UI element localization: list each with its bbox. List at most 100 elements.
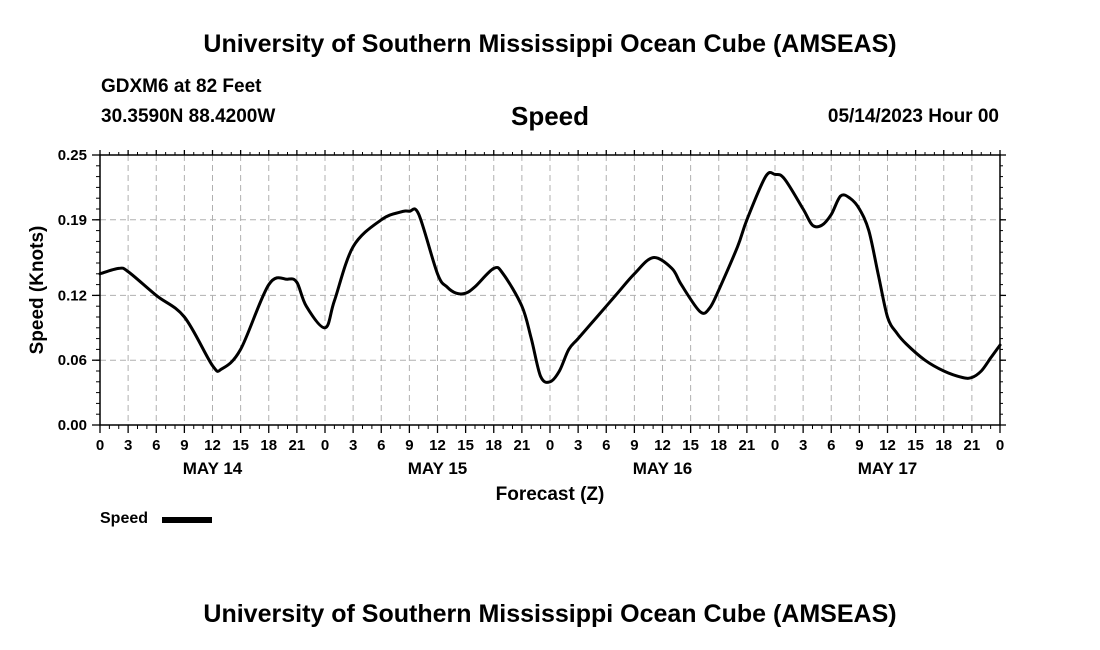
data-point xyxy=(539,375,542,378)
data-point xyxy=(380,218,383,221)
data-point xyxy=(924,359,927,362)
data-point xyxy=(839,195,842,198)
speed-chart: 0.00 0.06 0.12 0.19 0.25 0 3 6 9 12 15 18 21 0 3 6 9 12 1… xyxy=(27,147,1006,505)
data-point xyxy=(305,305,308,308)
data-point xyxy=(445,285,448,288)
y-axis-title: Speed (Knots) xyxy=(27,226,48,355)
x-tick-label: 6 xyxy=(602,437,610,454)
data-point xyxy=(886,316,889,319)
data-point xyxy=(877,272,880,275)
data-point xyxy=(267,283,270,286)
data-point xyxy=(474,285,477,288)
y-tick-label: 0.25 xyxy=(58,147,87,164)
x-tick-label: 0 xyxy=(546,437,554,454)
x-tick-label: 3 xyxy=(574,437,582,454)
x-tick-label: 18 xyxy=(260,437,277,454)
x-tick-label: 15 xyxy=(457,437,474,454)
data-point xyxy=(549,380,552,383)
data-point xyxy=(155,294,158,297)
data-point xyxy=(699,310,702,313)
plot-frame xyxy=(99,154,1001,426)
data-point xyxy=(961,376,964,379)
x-tick-label: 12 xyxy=(654,437,671,454)
data-point xyxy=(436,272,439,275)
day-label: MAY 15 xyxy=(408,459,468,478)
x-tick-label: 0 xyxy=(996,437,1004,454)
data-point xyxy=(745,218,748,221)
y-tick-labels: 0.00 0.06 0.12 0.19 0.25 xyxy=(58,147,87,434)
data-point xyxy=(652,256,655,259)
data-point xyxy=(736,245,739,248)
data-point xyxy=(989,357,992,360)
x-tick-label: 9 xyxy=(630,437,638,454)
data-point xyxy=(567,348,570,351)
x-tick-label: 9 xyxy=(405,437,413,454)
data-point xyxy=(520,305,523,308)
x-tick-label: 21 xyxy=(289,437,306,454)
x-tick-label: 3 xyxy=(349,437,357,454)
data-point xyxy=(286,278,289,281)
data-point xyxy=(352,245,355,248)
x-axis-title: Forecast (Z) xyxy=(496,484,605,505)
x-tick-label: 21 xyxy=(964,437,981,454)
day-label: MAY 16 xyxy=(633,459,693,478)
data-point xyxy=(717,289,720,292)
data-point xyxy=(295,281,298,284)
x-tick-label: 12 xyxy=(879,437,896,454)
forecast-datetime: 05/14/2023 Hour 00 xyxy=(827,106,999,127)
data-point xyxy=(811,224,814,227)
x-tick-label: 15 xyxy=(232,437,249,454)
day-label: MAY 17 xyxy=(858,459,918,478)
data-point xyxy=(867,229,870,232)
x-tick-label: 18 xyxy=(485,437,502,454)
data-point xyxy=(980,370,983,373)
day-labels: MAY 14 MAY 15 MAY 16 MAY 17 xyxy=(183,459,918,478)
data-point xyxy=(99,272,102,275)
x-tick-labels: 0 3 6 9 12 15 18 21 0 3 6 9 12 15 18 21 0 3 6 9 12 15 18 21 0 3 6 9… xyxy=(96,437,1004,454)
data-point xyxy=(970,376,973,379)
data-point xyxy=(399,211,402,214)
y-tick-label: 0.00 xyxy=(58,417,87,434)
x-tick-label: 12 xyxy=(204,437,221,454)
data-point xyxy=(595,316,598,319)
data-point xyxy=(764,175,767,178)
data-point xyxy=(999,344,1002,347)
data-point xyxy=(820,224,823,227)
data-point xyxy=(417,213,420,216)
data-point xyxy=(802,208,805,211)
data-point xyxy=(849,197,852,200)
data-point xyxy=(614,294,617,297)
data-point xyxy=(774,173,777,176)
x-tick-label: 0 xyxy=(771,437,779,454)
x-tick-label: 6 xyxy=(377,437,385,454)
main-title: University of Southern Mississippi Ocean… xyxy=(203,30,897,58)
data-point xyxy=(492,267,495,270)
data-point xyxy=(211,364,214,367)
data-point xyxy=(633,272,636,275)
data-point xyxy=(455,292,458,295)
data-point xyxy=(858,208,861,211)
x-tick-label: 9 xyxy=(180,437,188,454)
data-point xyxy=(558,370,561,373)
data-point xyxy=(127,270,130,273)
footer-title: University of Southern Mississippi Ocean… xyxy=(203,600,897,628)
x-tick-label: 6 xyxy=(152,437,160,454)
data-point xyxy=(905,343,908,346)
data-point xyxy=(530,337,533,340)
data-point xyxy=(942,370,945,373)
x-tick-label: 6 xyxy=(827,437,835,454)
series-layer xyxy=(98,170,1002,384)
axis-ticks xyxy=(92,150,1006,433)
y-tick-label: 0.06 xyxy=(58,352,87,369)
data-point xyxy=(117,267,120,270)
x-tick-label: 0 xyxy=(321,437,329,454)
legend-label: Speed xyxy=(100,510,149,527)
y-tick-label: 0.12 xyxy=(58,287,87,304)
x-tick-label: 3 xyxy=(799,437,807,454)
data-point xyxy=(333,299,336,302)
data-point xyxy=(895,332,898,335)
series-line-speed xyxy=(98,170,1002,384)
data-point xyxy=(680,283,683,286)
x-tick-label: 18 xyxy=(935,437,952,454)
data-point xyxy=(183,316,186,319)
